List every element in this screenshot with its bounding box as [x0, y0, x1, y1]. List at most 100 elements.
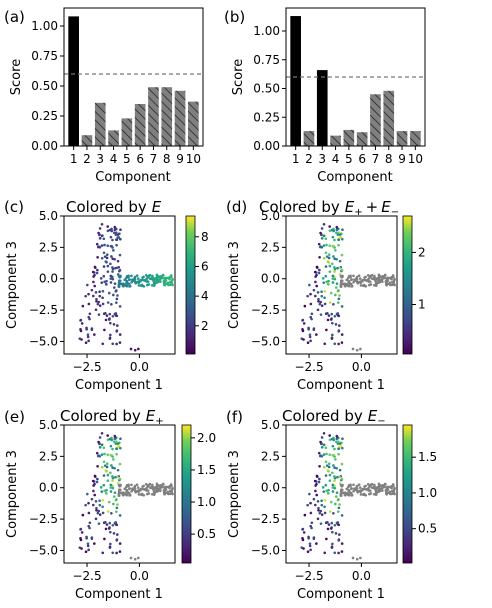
scatter-point [333, 266, 336, 269]
scatter-point [111, 270, 114, 273]
scatter-point [130, 489, 133, 493]
scatter-point [103, 255, 107, 258]
bar-7 [148, 87, 159, 146]
y-tick-label: −2.5 [29, 512, 58, 526]
scatter-point [324, 274, 328, 278]
scatter-point [340, 305, 344, 308]
scatter-point [335, 282, 339, 285]
y-tick-label: 0.50 [253, 82, 280, 96]
y-tick-label: −5.0 [251, 543, 280, 557]
scatter-point [94, 291, 98, 294]
scatter-point [334, 323, 338, 326]
scatter-point [328, 453, 332, 456]
scatter-point [323, 498, 327, 502]
scatter-point [94, 517, 98, 521]
scatter-point [86, 492, 89, 496]
scatter-point [111, 466, 114, 470]
scatter-point [100, 431, 104, 435]
scatter-point [327, 469, 330, 473]
scatter-point [103, 537, 106, 541]
scatter-point [343, 493, 347, 497]
scatter-point [114, 312, 118, 315]
scatter-point [375, 277, 379, 281]
y-ticks-e: 5.0 2.5 0.0 −2.5 −5.0 [29, 418, 64, 557]
scatter-point [111, 314, 115, 318]
scatter-point [329, 527, 333, 530]
scatter-point [321, 277, 325, 280]
scatter-point [111, 238, 114, 242]
y-tick-label: 0.0 [261, 272, 280, 286]
scatter-point [127, 483, 130, 487]
scatter-point [319, 522, 323, 525]
scatter-point [340, 341, 344, 344]
scatter-point [340, 253, 344, 257]
scatter-point [340, 462, 344, 466]
scatter-point [336, 521, 340, 524]
scatter-point [93, 265, 97, 269]
scatter-point [307, 327, 310, 331]
x-tick-label: 9 [176, 152, 184, 166]
scatter-point [152, 490, 156, 494]
scatter-point [107, 500, 111, 504]
scatter-point [90, 328, 94, 332]
scatter-point [129, 347, 133, 351]
scatter-point [340, 550, 344, 553]
scatter-point [340, 268, 344, 272]
scatter-point [319, 313, 323, 316]
scatter-point [109, 486, 113, 489]
panel-c: (c) Colored by E 5.0 2.5 0.0 −2.5 −5.0 −2.5 0.… [4, 198, 209, 393]
scatter-point [331, 530, 334, 534]
scatter-point [108, 521, 112, 525]
scatter-point [109, 281, 113, 284]
scatter-point [101, 511, 105, 515]
scatter-point [115, 551, 118, 555]
colorbar-tick-label: 1.5 [197, 463, 216, 477]
scatter-point [100, 222, 104, 226]
scatter-point [101, 505, 104, 509]
scatter-point [333, 479, 336, 482]
scatter-point [339, 492, 343, 495]
scatter-point [98, 245, 102, 249]
scatter-point [368, 492, 372, 496]
scatter-point [325, 464, 329, 467]
scatter-point [318, 464, 321, 468]
scatter-point [337, 301, 340, 304]
scatter-point [87, 302, 91, 306]
scatter-point [374, 493, 378, 496]
scatter-point [324, 474, 328, 477]
scatter-point [92, 489, 95, 493]
scatter-point [338, 294, 341, 297]
scatter-point [322, 490, 326, 493]
x-tick-label: 7 [150, 152, 158, 166]
x-tick-label: 4 [110, 152, 118, 166]
scatter-point [105, 469, 108, 473]
scatter-point [113, 282, 117, 285]
scatter-point [117, 494, 121, 497]
y-tick-label: 1.00 [253, 24, 280, 38]
scatter-point [363, 485, 366, 488]
scatter-point [155, 482, 159, 486]
scatter-point [119, 491, 123, 495]
scatter-point [106, 479, 110, 482]
scatter-point [110, 464, 113, 467]
scatter-point [320, 503, 324, 507]
scatter-point [146, 492, 150, 496]
scatter-point [109, 262, 112, 266]
scatter-point [309, 511, 313, 515]
scatter-point [106, 264, 110, 268]
scatter-point [383, 273, 387, 277]
x-ticks-b: 1 2 3 4 5 6 7 8 9 10 [292, 146, 423, 166]
scatter-point [321, 486, 325, 489]
scatter-point [369, 274, 373, 277]
bar-6 [356, 132, 368, 146]
x-tick-label: 6 [358, 152, 366, 166]
scatter-point [322, 431, 326, 435]
scatter-point [130, 483, 133, 487]
scatter-point [320, 294, 324, 298]
scatter-point [327, 488, 330, 492]
scatter-point [331, 542, 334, 546]
scatter-point [152, 284, 156, 287]
bar-4 [330, 135, 341, 146]
scatter-point [367, 280, 370, 283]
scatter-point [352, 483, 355, 487]
